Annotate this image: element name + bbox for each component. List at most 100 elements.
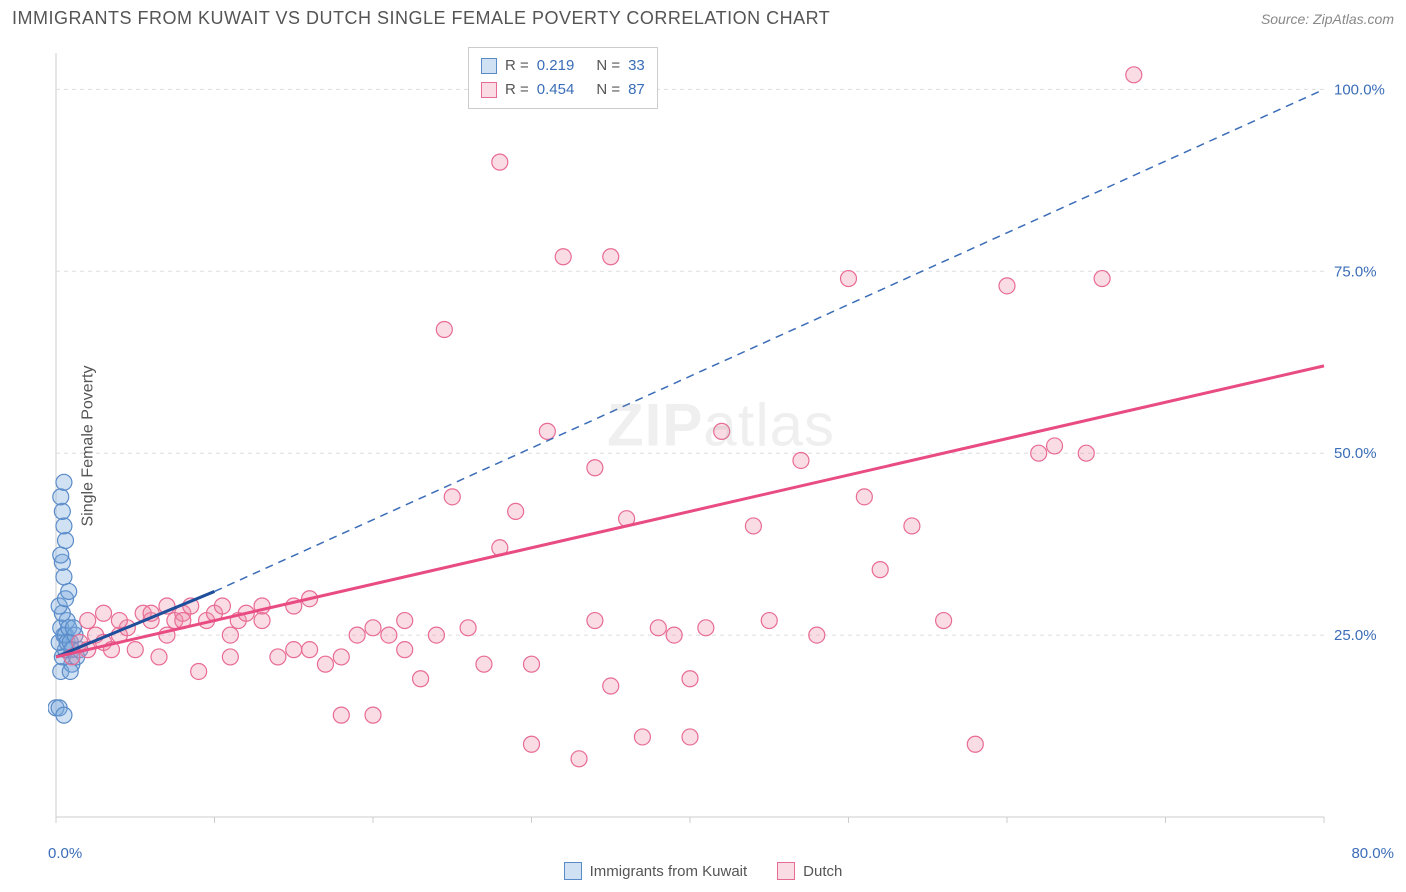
data-point	[476, 656, 492, 672]
data-point	[650, 620, 666, 636]
data-point	[286, 642, 302, 658]
data-point	[65, 620, 81, 636]
data-point	[436, 321, 452, 337]
y-tick-label: 25.0%	[1334, 627, 1377, 644]
data-point	[214, 598, 230, 614]
y-tick-label: 75.0%	[1334, 263, 1377, 280]
correlation-stats-box: R = 0.219N = 33R = 0.454 N = 87	[468, 47, 658, 109]
data-point	[745, 518, 761, 534]
source-attribution: Source: ZipAtlas.com	[1261, 11, 1394, 27]
data-point	[127, 642, 143, 658]
data-point	[587, 613, 603, 629]
n-label: N =	[596, 78, 620, 102]
data-point	[349, 627, 365, 643]
data-point	[460, 620, 476, 636]
data-point	[61, 583, 77, 599]
data-point	[80, 613, 96, 629]
data-point	[270, 649, 286, 665]
stats-row: R = 0.454 N = 87	[481, 78, 645, 102]
data-point	[682, 671, 698, 687]
stats-swatch	[481, 82, 497, 98]
data-point	[96, 605, 112, 621]
legend-swatch-dutch	[777, 862, 795, 880]
legend: Immigrants from Kuwait Dutch	[0, 862, 1406, 880]
x-axis-max-label: 80.0%	[1351, 845, 1394, 862]
data-point	[397, 642, 413, 658]
data-point	[698, 620, 714, 636]
r-label: R =	[505, 78, 529, 102]
r-label: R =	[505, 54, 529, 78]
data-point	[555, 249, 571, 265]
scatter-chart: 25.0%50.0%75.0%100.0% ZIPatlas R = 0.219…	[48, 45, 1394, 837]
data-point	[56, 707, 72, 723]
trend-line	[56, 366, 1324, 657]
data-point	[1047, 438, 1063, 454]
y-tick-label: 100.0%	[1334, 81, 1385, 98]
data-point	[56, 518, 72, 534]
data-point	[317, 656, 333, 672]
data-point	[508, 503, 524, 519]
n-value: 87	[628, 78, 645, 102]
data-point	[1078, 445, 1094, 461]
data-point	[56, 474, 72, 490]
data-point	[587, 460, 603, 476]
data-point	[936, 613, 952, 629]
legend-label-kuwait: Immigrants from Kuwait	[590, 863, 748, 880]
data-point	[428, 627, 444, 643]
data-point	[492, 154, 508, 170]
data-point	[365, 620, 381, 636]
data-point	[365, 707, 381, 723]
data-point	[603, 678, 619, 694]
chart-title: IMMIGRANTS FROM KUWAIT VS DUTCH SINGLE F…	[12, 8, 830, 29]
data-point	[524, 736, 540, 752]
data-point	[539, 423, 555, 439]
data-point	[1126, 67, 1142, 83]
x-axis-min-label: 0.0%	[48, 845, 82, 862]
data-point	[191, 663, 207, 679]
data-point	[333, 649, 349, 665]
stats-swatch	[481, 58, 497, 74]
source-name: ZipAtlas.com	[1313, 11, 1394, 27]
data-point	[413, 671, 429, 687]
legend-item-dutch: Dutch	[777, 862, 842, 880]
r-value: 0.454	[537, 78, 575, 102]
legend-label-dutch: Dutch	[803, 863, 842, 880]
data-point	[809, 627, 825, 643]
data-point	[714, 423, 730, 439]
n-value: 33	[628, 54, 645, 78]
y-tick-label: 50.0%	[1334, 445, 1377, 462]
data-point	[1031, 445, 1047, 461]
data-point	[872, 562, 888, 578]
legend-swatch-kuwait	[564, 862, 582, 880]
data-point	[111, 613, 127, 629]
data-point	[841, 271, 857, 287]
data-point	[999, 278, 1015, 294]
chart-header: IMMIGRANTS FROM KUWAIT VS DUTCH SINGLE F…	[12, 8, 1394, 29]
data-point	[682, 729, 698, 745]
n-label: N =	[596, 54, 620, 78]
data-point	[524, 656, 540, 672]
data-point	[151, 649, 167, 665]
trend-line-extrapolated	[215, 89, 1325, 591]
data-point	[56, 569, 72, 585]
data-point	[54, 503, 70, 519]
data-point	[397, 613, 413, 629]
data-point	[666, 627, 682, 643]
stats-row: R = 0.219N = 33	[481, 54, 645, 78]
data-point	[904, 518, 920, 534]
data-point	[603, 249, 619, 265]
data-point	[62, 663, 78, 679]
data-point	[53, 489, 69, 505]
data-point	[634, 729, 650, 745]
data-point	[381, 627, 397, 643]
data-point	[53, 547, 69, 563]
chart-svg: 25.0% 50.0% 75.0% 100.0%	[48, 45, 1394, 837]
data-point	[967, 736, 983, 752]
data-point	[761, 613, 777, 629]
data-point	[571, 751, 587, 767]
data-point	[254, 613, 270, 629]
data-point	[444, 489, 460, 505]
legend-item-kuwait: Immigrants from Kuwait	[564, 862, 748, 880]
data-point	[793, 452, 809, 468]
data-point	[1094, 271, 1110, 287]
